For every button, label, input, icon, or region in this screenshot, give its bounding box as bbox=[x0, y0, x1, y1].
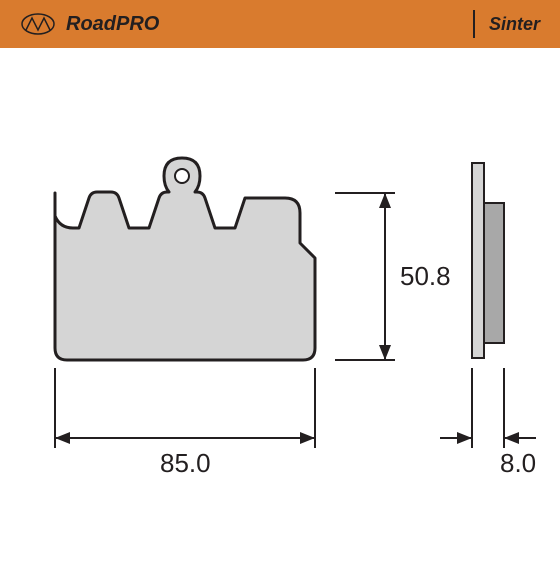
product-type: Sinter bbox=[489, 14, 540, 35]
dimension-width bbox=[55, 368, 315, 448]
product-name: RoadPRO bbox=[66, 13, 159, 36]
dimension-height-label: 50.8 bbox=[400, 261, 451, 292]
header-bar: RoadPRO Sinter bbox=[0, 0, 560, 48]
technical-drawing bbox=[0, 48, 560, 560]
pad-side-view bbox=[472, 163, 504, 358]
header-divider bbox=[473, 10, 475, 38]
header-right: Sinter bbox=[473, 10, 540, 38]
dimension-thickness bbox=[440, 368, 536, 448]
dimension-height bbox=[335, 193, 395, 360]
brand-logo-icon bbox=[20, 12, 56, 36]
dimension-width-label: 85.0 bbox=[160, 448, 211, 479]
dimension-thickness-label: 8.0 bbox=[500, 448, 536, 479]
diagram-area: 85.0 50.8 8.0 bbox=[0, 48, 560, 560]
header-left: RoadPRO bbox=[20, 12, 159, 36]
pad-front-view bbox=[55, 158, 315, 360]
